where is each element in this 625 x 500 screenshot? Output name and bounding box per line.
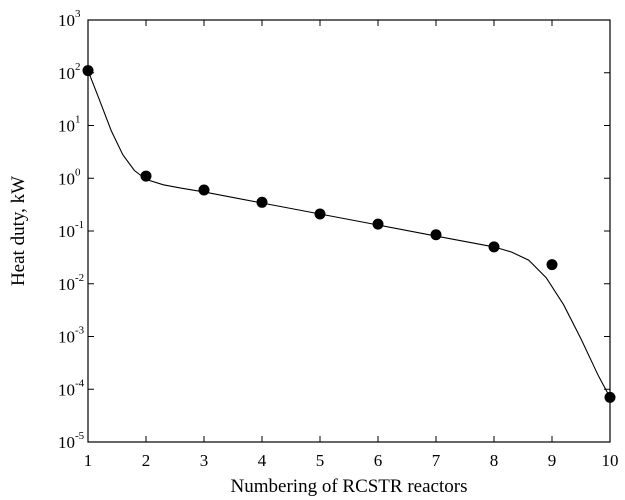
data-point [430,229,442,241]
fit-line [87,70,611,398]
data-point [198,184,210,196]
y-tick-label: 10 2 [58,61,81,83]
data-point [488,241,500,253]
y-tick-exponent: 3 [75,8,81,20]
y-tick-label: 10 3 [58,8,81,30]
data-point [546,259,558,271]
data-point [256,196,268,208]
y-tick-exponent: 0 [75,166,81,178]
x-tick-label: 6 [374,451,383,470]
x-tick-label: 9 [548,451,557,470]
x-tick-label: 5 [316,451,325,470]
y-axis-title: Heat duty, kW [8,176,29,286]
y-tick-base: 10 [58,328,75,347]
axis-ticks [87,19,611,443]
y-tick-label: 10 -2 [58,272,84,294]
x-tick-label: 2 [142,451,151,470]
y-tick-label: 10 -4 [58,377,85,399]
y-tick-base: 10 [58,11,75,30]
y-tick-base: 10 [58,433,75,452]
y-tick-label: 10 -5 [58,430,85,452]
y-tick-exponent: -2 [75,272,84,284]
plot-frame [87,19,611,443]
x-tick-label: 8 [490,451,499,470]
data-point [604,391,616,403]
data-markers [82,65,616,403]
data-point [140,170,152,182]
y-tick-base: 10 [58,222,75,241]
y-tick-label: 10 -1 [58,219,84,241]
data-point [372,218,384,230]
y-tick-exponent: 2 [75,61,81,73]
y-tick-label: 10 1 [58,114,81,136]
y-tick-base: 10 [58,380,75,399]
y-tick-exponent: -4 [75,377,85,389]
x-tick-label: 7 [432,451,441,470]
y-tick-base: 10 [58,275,75,294]
x-axis-title: Numbering of RCSTR reactors [231,476,468,497]
data-point [82,65,94,77]
y-tick-exponent: 1 [75,114,81,126]
y-tick-base: 10 [58,117,75,136]
y-tick-label: 10 0 [58,166,81,188]
x-tick-labels: 1 2 3 4 5 6 7 8 9 10 [84,451,619,470]
x-tick-label: 4 [258,451,267,470]
y-tick-exponent: -3 [75,325,85,337]
x-tick-label: 1 [84,451,93,470]
y-tick-exponent: -1 [75,219,84,231]
y-tick-label: 10 -3 [58,325,85,347]
data-point [314,208,326,220]
x-tick-label: 10 [602,451,619,470]
x-tick-label: 3 [200,451,209,470]
y-tick-base: 10 [58,64,75,83]
y-tick-exponent: -5 [75,430,85,442]
y-tick-base: 10 [58,169,75,188]
